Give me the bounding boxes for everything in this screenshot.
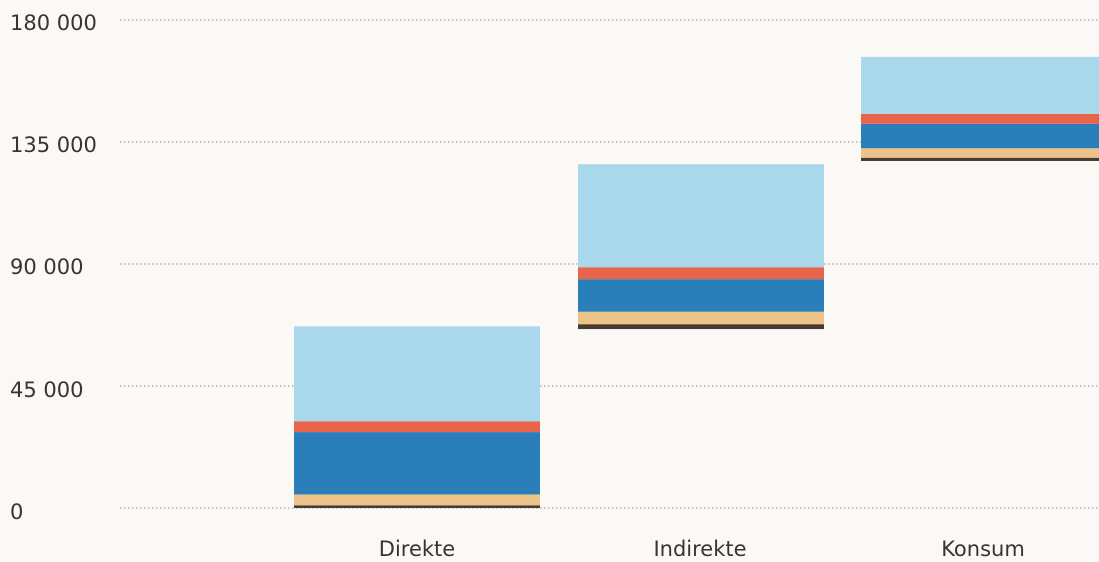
x-category-label-konsum: Konsum [941, 537, 1025, 561]
bar-indirekte-blue [578, 279, 824, 312]
bar-konsum-blue [861, 123, 1099, 149]
x-category-label-direkte: Direkte [379, 537, 455, 561]
bar-konsum-red [861, 113, 1099, 124]
bar-indirekte-dark-brown [578, 324, 824, 330]
y-tick-label-45000: 45 000 [10, 378, 83, 402]
y-tick-label-135000: 135 000 [10, 133, 97, 157]
y-axis-tick-labels: 0 45 000 90 000 135 000 180 000 [10, 11, 97, 524]
bar-direkte-light-blue [294, 326, 540, 422]
bar-direkte-red [294, 421, 540, 433]
bar-indirekte-light-blue [578, 164, 824, 268]
y-tick-label-90000: 90 000 [10, 255, 83, 279]
bar-direkte-blue [294, 432, 540, 495]
bar-konsum-dark-brown [861, 157, 1099, 161]
bars [294, 56, 1099, 508]
bar-direkte-tan [294, 494, 540, 506]
y-tick-label-180000: 180 000 [10, 11, 97, 35]
x-axis-category-labels: Direkte Indirekte Konsum [379, 537, 1025, 561]
x-category-label-indirekte: Indirekte [653, 537, 746, 561]
bar-konsum-light-blue [861, 56, 1099, 114]
bar-indirekte-red [578, 267, 824, 280]
bar-indirekte-tan [578, 311, 824, 325]
bar-direkte-dark-brown [294, 505, 540, 508]
bar-konsum-tan [861, 148, 1099, 158]
y-tick-label-0: 0 [10, 500, 23, 524]
